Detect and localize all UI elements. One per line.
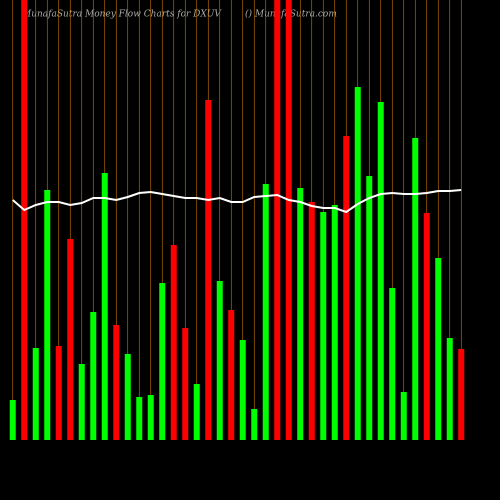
- bar: [136, 397, 143, 440]
- bar: [159, 283, 166, 440]
- bar: [124, 354, 131, 440]
- bar: [9, 400, 16, 440]
- bar: [343, 136, 350, 440]
- bar: [32, 348, 39, 440]
- bar: [67, 239, 74, 440]
- bar: [435, 258, 442, 440]
- bar: [113, 325, 120, 440]
- flow-line: [12, 189, 462, 214]
- bar: [274, 0, 281, 440]
- bar: [205, 100, 212, 440]
- bar: [216, 281, 223, 440]
- bar: [262, 184, 269, 440]
- bar: [90, 312, 97, 440]
- bar: [147, 395, 154, 440]
- bar: [446, 338, 453, 440]
- bar: [354, 87, 361, 440]
- bar: [239, 340, 246, 440]
- bar: [55, 346, 62, 440]
- bar: [170, 245, 177, 440]
- bar: [182, 328, 189, 440]
- bar: [366, 176, 373, 440]
- chart-title: MunafaSutra Money Flow Charts for DXUV: [21, 10, 222, 20]
- bar: [377, 102, 384, 440]
- bar: [331, 205, 338, 440]
- bar: [228, 310, 235, 440]
- bar: [44, 190, 51, 440]
- bar: [285, 0, 292, 440]
- bar: [193, 384, 200, 440]
- bar: [412, 138, 419, 440]
- bar: [101, 173, 108, 440]
- bar: [308, 202, 315, 440]
- bar: [389, 288, 396, 440]
- bar: [423, 213, 430, 440]
- bar: [78, 364, 85, 440]
- bar: [251, 409, 258, 440]
- bar: [21, 0, 28, 440]
- bar: [297, 188, 304, 440]
- bar: [320, 212, 327, 440]
- bar: [458, 349, 465, 440]
- bar: [400, 392, 407, 440]
